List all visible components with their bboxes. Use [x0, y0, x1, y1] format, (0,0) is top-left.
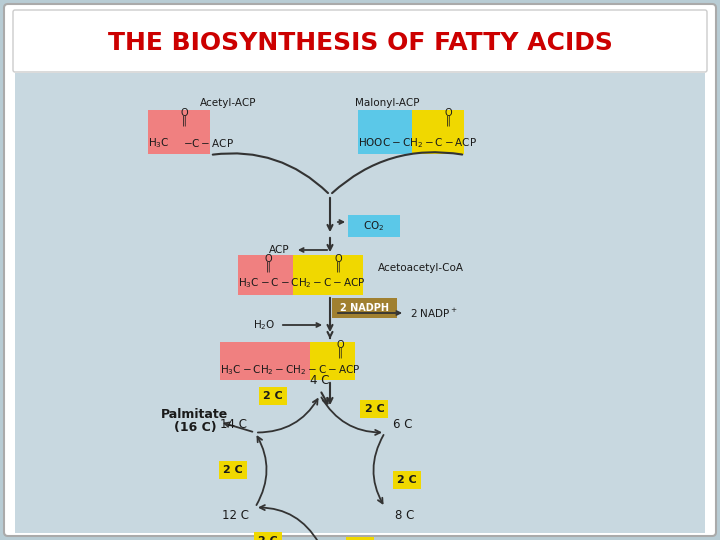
Text: 2 C: 2 C — [263, 391, 282, 401]
Text: ‖: ‖ — [266, 262, 271, 272]
Text: O: O — [180, 108, 188, 118]
Text: 4 C: 4 C — [310, 375, 330, 388]
Bar — [258, 387, 287, 405]
FancyBboxPatch shape — [15, 73, 705, 533]
Text: Acetoacetyl-CoA: Acetoacetyl-CoA — [378, 263, 464, 273]
Text: Malonyl-ACP: Malonyl-ACP — [355, 98, 420, 108]
Text: O: O — [334, 254, 342, 264]
Text: 2 C: 2 C — [364, 404, 384, 414]
Text: 12 C: 12 C — [222, 509, 248, 522]
Text: 2 NADP$^+$: 2 NADP$^+$ — [410, 306, 458, 320]
Text: $\mathsf{H_3C}$: $\mathsf{H_3C}$ — [148, 136, 170, 150]
Bar — [238, 255, 293, 295]
Text: $\mathsf{HOOC-CH_2-C-ACP}$: $\mathsf{HOOC-CH_2-C-ACP}$ — [358, 136, 477, 150]
Bar — [293, 255, 363, 295]
Text: $\mathsf{H_3C-CH_2-CH_2-C-ACP}$: $\mathsf{H_3C-CH_2-CH_2-C-ACP}$ — [220, 363, 361, 377]
Bar — [346, 537, 374, 540]
FancyBboxPatch shape — [13, 10, 707, 72]
Text: O: O — [336, 340, 344, 350]
Text: 6 C: 6 C — [393, 418, 413, 431]
Bar — [412, 110, 464, 154]
Text: $\mathsf{H_3C-C-CH_2-C-ACP}$: $\mathsf{H_3C-C-CH_2-C-ACP}$ — [238, 276, 366, 290]
Bar — [332, 298, 397, 318]
Text: 8 C: 8 C — [395, 509, 415, 522]
Text: ‖: ‖ — [181, 116, 186, 126]
Text: 2 C: 2 C — [397, 475, 417, 485]
Text: $\mathsf{H_2O}$: $\mathsf{H_2O}$ — [253, 318, 275, 332]
Bar — [253, 532, 282, 540]
Bar — [148, 110, 210, 154]
Text: ‖: ‖ — [338, 348, 343, 358]
Text: O: O — [264, 254, 272, 264]
Bar — [358, 110, 412, 154]
FancyBboxPatch shape — [4, 4, 716, 536]
Bar — [361, 400, 389, 418]
Text: 2 NADPH: 2 NADPH — [340, 303, 389, 313]
Text: THE BIOSYNTHESIS OF FATTY ACIDS: THE BIOSYNTHESIS OF FATTY ACIDS — [107, 31, 613, 55]
Text: $\mathsf{CO_2}$: $\mathsf{CO_2}$ — [364, 219, 384, 233]
Text: Palmitate: Palmitate — [161, 408, 229, 422]
Bar — [348, 215, 400, 237]
Text: Acetyl-ACP: Acetyl-ACP — [200, 98, 256, 108]
Text: 2 C: 2 C — [258, 536, 277, 540]
Text: O: O — [444, 108, 452, 118]
Bar — [393, 471, 421, 489]
Text: ACP: ACP — [269, 245, 290, 255]
Text: ‖: ‖ — [446, 116, 451, 126]
Text: $\mathsf{-C-ACP}$: $\mathsf{-C-ACP}$ — [183, 137, 234, 149]
Bar — [219, 461, 247, 479]
Text: 14 C: 14 C — [220, 418, 246, 431]
Text: 2 C: 2 C — [223, 465, 243, 475]
Bar — [310, 342, 355, 380]
Text: (16 C): (16 C) — [174, 422, 216, 435]
Bar — [220, 342, 310, 380]
Text: ‖: ‖ — [336, 262, 341, 272]
